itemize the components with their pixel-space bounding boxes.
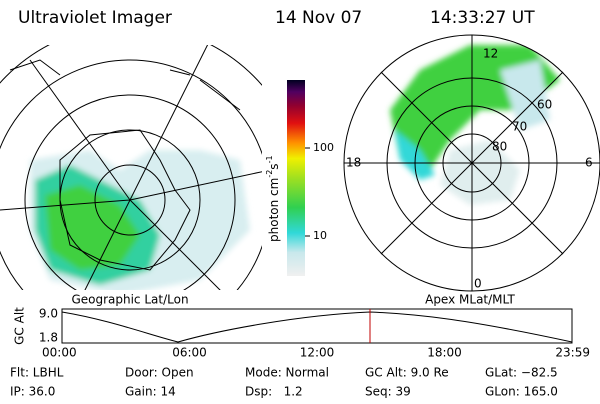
mlt-label: 0 — [474, 277, 482, 291]
altitude-plot-frame — [61, 308, 573, 344]
footer-field: Door: Open — [125, 366, 194, 380]
colorbar — [287, 80, 305, 276]
x-tick-label: 00:00 — [42, 346, 77, 360]
date: 14 Nov 07 — [275, 8, 362, 28]
y-tick-label: 1.8 — [39, 331, 58, 345]
mlt-label: 12 — [483, 47, 498, 61]
footer-field: Gain: 14 — [125, 385, 176, 399]
geographic-image — [0, 45, 262, 290]
altitude-axis-label: GC Alt — [13, 307, 27, 345]
right-panel-label: Apex MLat/MLT — [425, 293, 515, 307]
colorbar-tick-label: 10 — [313, 229, 327, 242]
unit: s — [267, 163, 281, 169]
mlat-label: 80 — [492, 140, 507, 154]
mlat-label: 70 — [512, 120, 527, 134]
altitude-curve — [61, 311, 573, 343]
footer-field: Seq: 39 — [365, 385, 411, 399]
footer-field: GC Alt: 9.0 Re — [365, 366, 449, 380]
magnetic-image — [390, 45, 560, 205]
mlt-label: 18 — [346, 156, 361, 170]
x-tick-label: 12:00 — [300, 346, 335, 360]
x-tick-label: 18:00 — [427, 346, 462, 360]
footer-field: Dsp: 1.2 — [245, 385, 303, 399]
x-tick-label: 23:59 — [555, 346, 590, 360]
colorbar-tick-label: 100 — [313, 141, 334, 154]
mlat-label: 60 — [537, 98, 552, 112]
y-tick-label: 9.0 — [39, 307, 58, 321]
mlt-label: 6 — [585, 156, 593, 170]
title: Ultraviolet Imager — [18, 8, 172, 28]
mlt-grid — [343, 34, 600, 292]
exponent: -1 — [265, 155, 274, 163]
unit: photon cm — [267, 178, 281, 242]
x-tick-label: 06:00 — [172, 346, 207, 360]
colorbar-label: photon cm-2s-1 — [265, 155, 281, 242]
time: 14:33:27 UT — [430, 8, 535, 28]
footer-field: Flt: LBHL — [10, 366, 64, 380]
left-panel-label: Geographic Lat/Lon — [71, 293, 188, 307]
x-ticks: 00:00 06:00 12:00 18:00 23:59 — [42, 346, 590, 360]
footer-field: GLon: 165.0 — [485, 385, 558, 399]
footer-field: IP: 36.0 — [10, 385, 55, 399]
footer: Flt: LBHL Door: Open Mode: Normal GC Alt: 9… — [10, 366, 558, 399]
exponent: -2 — [265, 170, 274, 178]
footer-field: Mode: Normal — [245, 366, 329, 380]
footer-field: GLat: −82.5 — [485, 366, 558, 380]
